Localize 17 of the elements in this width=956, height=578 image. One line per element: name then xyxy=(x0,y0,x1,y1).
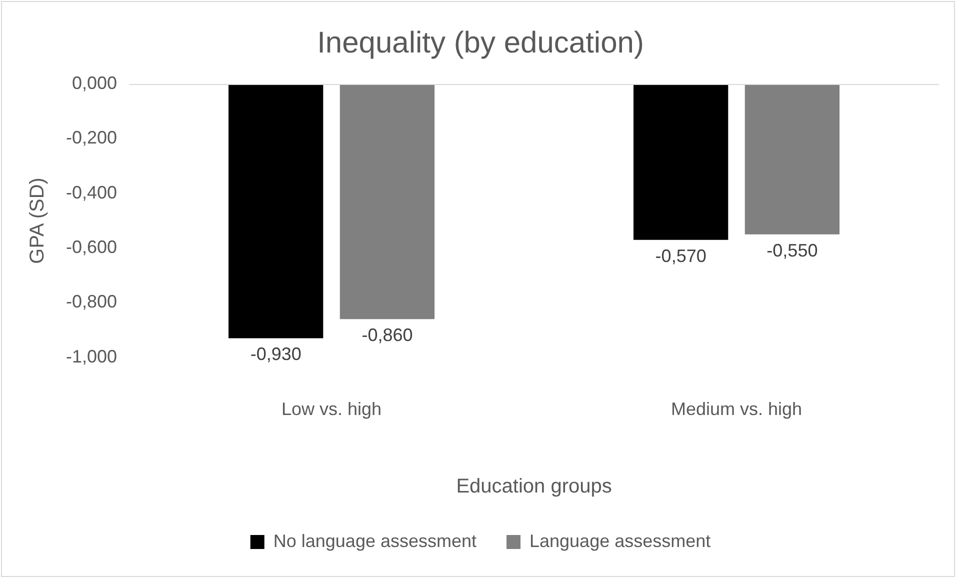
data-label: -0,570 xyxy=(655,246,706,266)
legend-label: No language assessment xyxy=(273,530,476,551)
legend-label: Language assessment xyxy=(530,530,711,551)
y-tick-label: -1,000 xyxy=(66,346,118,366)
chart-title: Inequality (by education) xyxy=(317,26,644,60)
data-label: -0,930 xyxy=(250,344,302,364)
x-tick-label: Medium vs. high xyxy=(670,399,802,420)
y-tick-label: -0,800 xyxy=(66,292,118,312)
x-axis-title: Education groups xyxy=(456,476,612,498)
y-tick-label: -0,200 xyxy=(66,128,118,148)
data-label: -0,550 xyxy=(766,240,818,260)
x-tick-label: Low vs. high xyxy=(281,399,382,420)
data-label: -0,860 xyxy=(362,325,413,346)
y-axis-title: GPA (SD) xyxy=(26,178,49,264)
y-tick-label: 0,000 xyxy=(72,72,118,93)
y-tick-label: -0,600 xyxy=(66,237,118,258)
y-tick-label: -0,400 xyxy=(66,182,118,202)
